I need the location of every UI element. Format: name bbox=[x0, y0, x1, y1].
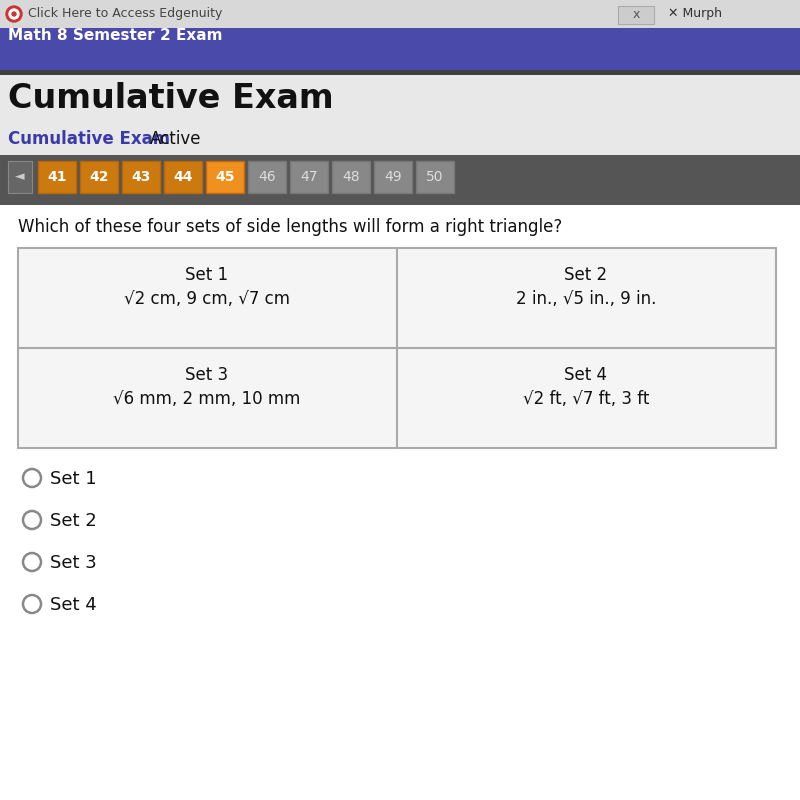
Text: 47: 47 bbox=[300, 170, 318, 184]
Text: 50: 50 bbox=[426, 170, 444, 184]
Text: Which of these four sets of side lengths will form a right triangle?: Which of these four sets of side lengths… bbox=[18, 218, 562, 236]
Circle shape bbox=[12, 12, 16, 16]
Text: Set 1: Set 1 bbox=[50, 470, 97, 488]
FancyBboxPatch shape bbox=[290, 161, 328, 193]
FancyBboxPatch shape bbox=[0, 155, 800, 205]
FancyBboxPatch shape bbox=[618, 6, 654, 24]
FancyBboxPatch shape bbox=[0, 28, 800, 70]
Text: Set 3: Set 3 bbox=[50, 554, 97, 572]
FancyBboxPatch shape bbox=[374, 161, 412, 193]
Text: Math 8 Semester 2 Exam: Math 8 Semester 2 Exam bbox=[8, 28, 222, 43]
FancyBboxPatch shape bbox=[80, 161, 118, 193]
Text: ✕ Murph: ✕ Murph bbox=[668, 7, 722, 20]
FancyBboxPatch shape bbox=[8, 161, 32, 193]
FancyBboxPatch shape bbox=[18, 248, 776, 448]
Text: Cumulative Exam: Cumulative Exam bbox=[8, 82, 334, 115]
Circle shape bbox=[6, 6, 22, 22]
Text: Cumulative Exam: Cumulative Exam bbox=[8, 130, 170, 148]
FancyBboxPatch shape bbox=[248, 161, 286, 193]
Text: √2 cm, 9 cm, √7 cm: √2 cm, 9 cm, √7 cm bbox=[124, 290, 290, 308]
Text: √2 ft, √7 ft, 3 ft: √2 ft, √7 ft, 3 ft bbox=[523, 390, 649, 408]
FancyBboxPatch shape bbox=[416, 161, 454, 193]
FancyBboxPatch shape bbox=[0, 205, 800, 800]
Text: ◄: ◄ bbox=[15, 170, 25, 183]
Text: 43: 43 bbox=[131, 170, 150, 184]
Text: 49: 49 bbox=[384, 170, 402, 184]
Text: 42: 42 bbox=[90, 170, 109, 184]
Text: Set 2: Set 2 bbox=[565, 266, 607, 284]
FancyBboxPatch shape bbox=[0, 0, 800, 28]
Text: Set 3: Set 3 bbox=[186, 366, 229, 384]
Text: 44: 44 bbox=[174, 170, 193, 184]
FancyBboxPatch shape bbox=[0, 75, 800, 800]
Text: Active: Active bbox=[150, 130, 202, 148]
FancyBboxPatch shape bbox=[122, 161, 160, 193]
FancyBboxPatch shape bbox=[206, 161, 244, 193]
Text: Click Here to Access Edgenuity: Click Here to Access Edgenuity bbox=[28, 7, 222, 20]
FancyBboxPatch shape bbox=[38, 161, 76, 193]
FancyBboxPatch shape bbox=[332, 161, 370, 193]
Text: Set 4: Set 4 bbox=[565, 366, 607, 384]
Text: 45: 45 bbox=[215, 170, 234, 184]
Text: Set 2: Set 2 bbox=[50, 512, 97, 530]
FancyBboxPatch shape bbox=[0, 70, 800, 75]
Text: 46: 46 bbox=[258, 170, 276, 184]
Text: 2 in., √5 in., 9 in.: 2 in., √5 in., 9 in. bbox=[516, 290, 656, 308]
Circle shape bbox=[9, 9, 19, 19]
Text: √6 mm, 2 mm, 10 mm: √6 mm, 2 mm, 10 mm bbox=[114, 390, 301, 408]
Text: 41: 41 bbox=[47, 170, 66, 184]
Text: 48: 48 bbox=[342, 170, 360, 184]
Text: Set 4: Set 4 bbox=[50, 596, 97, 614]
FancyBboxPatch shape bbox=[164, 161, 202, 193]
Text: x: x bbox=[632, 9, 640, 22]
Text: Set 1: Set 1 bbox=[186, 266, 229, 284]
